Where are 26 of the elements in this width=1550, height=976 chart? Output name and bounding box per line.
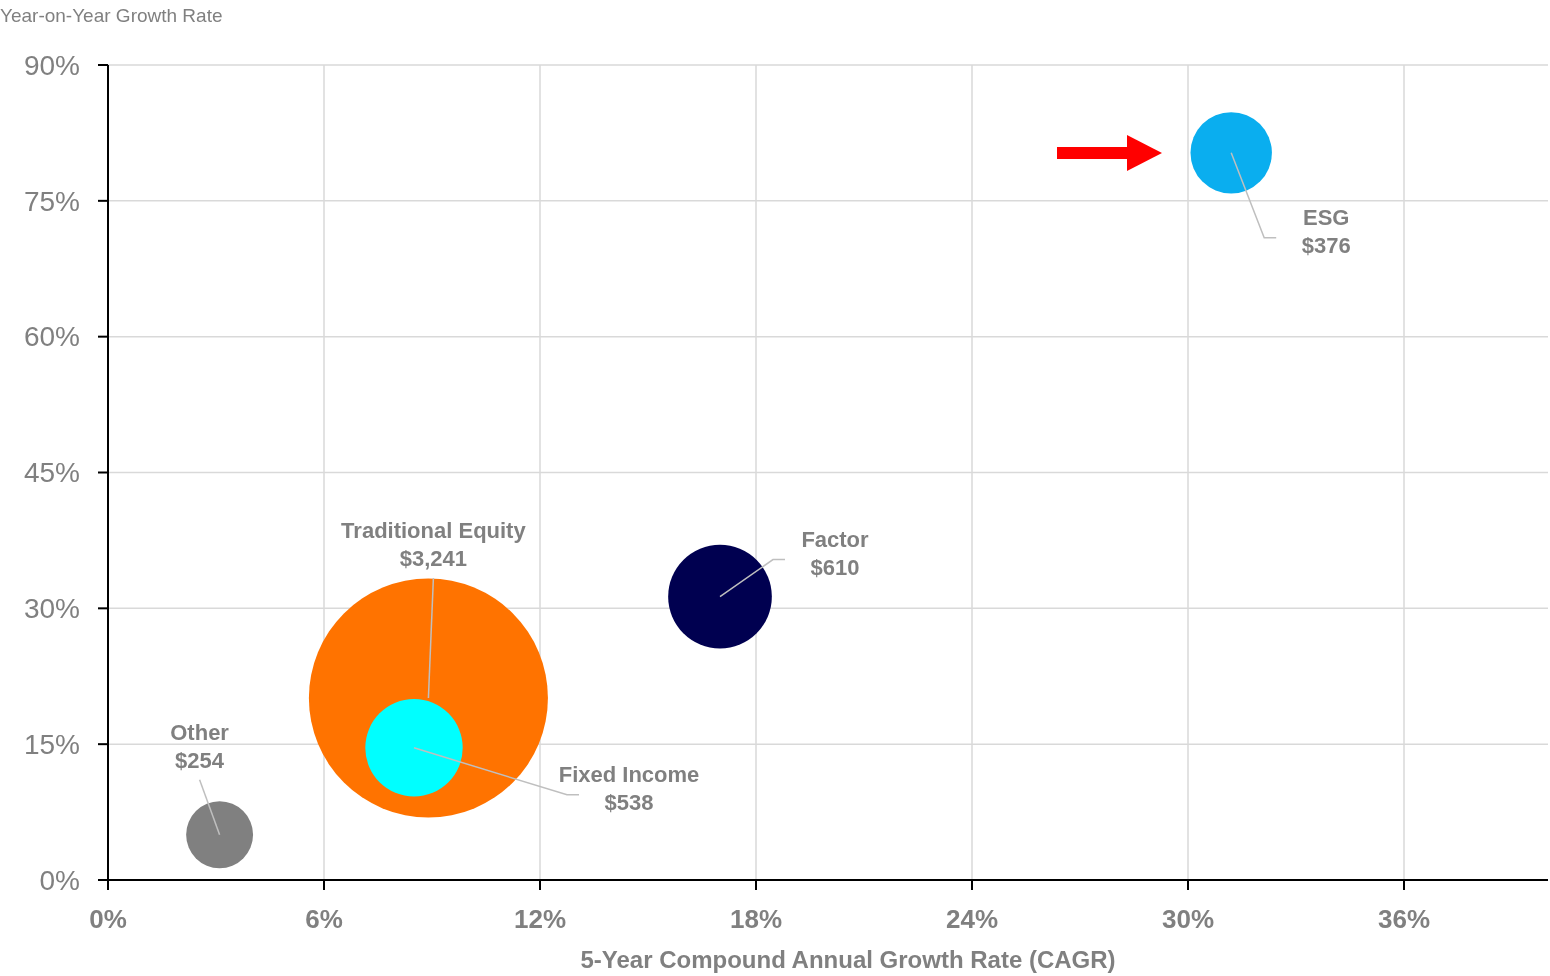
x-axis-title: 5-Year Compound Annual Growth Rate (CAGR) <box>580 946 1116 973</box>
data-label: $3,241 <box>399 545 468 571</box>
y-tick-label: 45% <box>23 457 80 489</box>
x-tick-label: 24% <box>945 904 999 934</box>
x-tick-label: 36% <box>1377 904 1431 934</box>
y-tick-label: 90% <box>23 49 80 81</box>
text: ESG <box>1302 204 1350 230</box>
x-tick-label: 18% <box>729 904 783 934</box>
y-axis-title: Year-on-Year Growth Rate <box>0 5 223 26</box>
data-label: $538 <box>604 789 654 815</box>
x-tick-label: 6% <box>305 904 343 934</box>
y-tick-label: 15% <box>23 728 80 760</box>
x-tick-label: 12% <box>513 904 567 934</box>
data-label: $376 <box>1301 232 1351 258</box>
x-tick-label: 0% <box>89 904 127 934</box>
data-label: $254 <box>175 747 225 773</box>
x-tick-label: 30% <box>1161 904 1215 934</box>
text: Traditional Equity <box>341 517 527 543</box>
series-label: Factor <box>801 526 870 552</box>
text: Fixed Income <box>558 761 700 787</box>
y-tick-label: 60% <box>23 321 80 353</box>
data-label: $610 <box>810 554 860 580</box>
text: Other <box>170 719 230 745</box>
y-tick-label: 30% <box>23 593 80 625</box>
y-tick-label: 0% <box>39 864 80 896</box>
y-tick-label: 75% <box>23 185 80 217</box>
